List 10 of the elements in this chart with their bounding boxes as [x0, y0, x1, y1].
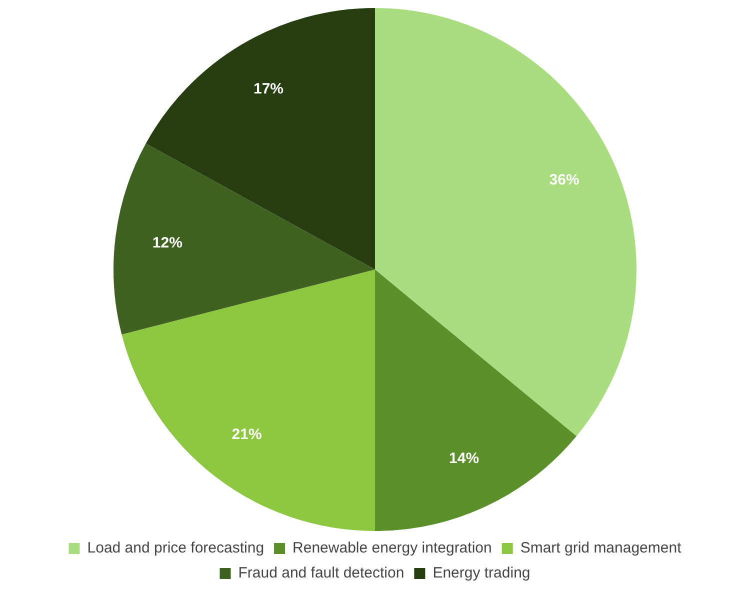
data-label: 36% [549, 172, 580, 189]
legend-label: Renewable energy integration [292, 540, 492, 557]
legend-label: Smart grid management [520, 540, 682, 557]
legend-label: Energy trading [432, 564, 530, 582]
legend-label: Load and price forecasting [87, 540, 264, 557]
data-label: 12% [152, 234, 182, 252]
data-label: 17% [253, 80, 284, 98]
data-label: 21% [232, 426, 262, 443]
legend-label: Fraud and fault detection [238, 564, 404, 582]
data-label: 14% [449, 450, 480, 467]
